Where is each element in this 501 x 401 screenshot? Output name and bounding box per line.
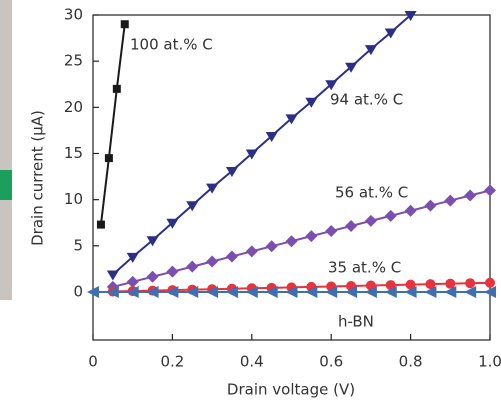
series-label: 100 at.% C (130, 36, 213, 54)
marker (384, 285, 397, 298)
marker (146, 236, 159, 247)
marker (305, 97, 318, 108)
marker (126, 275, 139, 288)
y-axis-label: Drain current (μA) (29, 110, 47, 246)
marker (166, 285, 179, 298)
plot-frame (92, 14, 491, 341)
marker (96, 220, 105, 229)
marker (364, 214, 377, 227)
marker (112, 84, 121, 93)
series-label: 35 at.% C (328, 259, 401, 277)
marker (364, 285, 377, 298)
cropped-edge (0, 0, 12, 300)
marker (146, 270, 159, 283)
marker (345, 62, 358, 73)
series-line (112, 14, 412, 276)
marker (166, 265, 179, 278)
marker (126, 252, 139, 263)
x-tick-label: 0.2 (160, 353, 184, 371)
marker (424, 285, 437, 298)
marker (285, 114, 298, 125)
marker (186, 285, 199, 298)
y-tick-label: 5 (73, 236, 83, 254)
x-tick-label: 0 (88, 353, 98, 371)
marker (484, 184, 496, 197)
marker (104, 154, 113, 163)
marker (464, 189, 477, 202)
marker (225, 167, 238, 178)
series-label: 56 at.% C (335, 184, 408, 202)
marker (444, 194, 457, 207)
marker (126, 285, 139, 298)
marker (404, 11, 417, 21)
marker (465, 278, 476, 289)
marker (345, 285, 358, 298)
marker (186, 260, 199, 273)
marker (166, 218, 179, 229)
marker (484, 285, 496, 298)
marker (206, 285, 219, 298)
y-tick-label: 0 (73, 282, 83, 300)
x-tick-label: 0.8 (399, 353, 423, 371)
marker (285, 235, 298, 248)
y-tick-label: 10 (64, 190, 83, 208)
marker (225, 250, 238, 263)
y-tick-label: 20 (64, 98, 83, 116)
marker (425, 279, 436, 290)
marker (120, 20, 129, 29)
series-line (99, 24, 126, 225)
series-label: 94 at.% C (330, 91, 403, 109)
marker (245, 285, 258, 298)
marker (245, 149, 258, 160)
marker (424, 199, 437, 212)
marker (364, 45, 377, 56)
marker (384, 209, 397, 222)
marker (106, 270, 119, 281)
marker (444, 285, 457, 298)
series-label: h-BN (338, 313, 374, 331)
marker (285, 285, 298, 298)
marker (206, 255, 219, 268)
y-tick-label: 15 (64, 144, 83, 162)
y-tick-label: 25 (64, 52, 83, 70)
marker (265, 285, 278, 298)
marker (325, 285, 338, 298)
x-tick-label: 0.6 (319, 353, 343, 371)
marker (445, 278, 456, 289)
marker (106, 285, 119, 298)
marker (345, 219, 358, 232)
marker (206, 183, 219, 194)
marker (245, 245, 258, 258)
marker (186, 201, 199, 212)
marker (464, 285, 477, 298)
marker (385, 280, 396, 291)
marker (265, 131, 278, 142)
x-tick-label: 0.4 (240, 353, 264, 371)
marker (146, 285, 159, 298)
marker (404, 204, 417, 217)
x-axis-label: Drain voltage (V) (227, 381, 355, 399)
marker (305, 285, 318, 298)
x-tick-label: 1.0 (478, 353, 501, 371)
marker (265, 240, 278, 253)
cropped-edge (0, 170, 12, 200)
marker (305, 230, 318, 243)
marker (405, 279, 416, 290)
y-tick-label: 30 (64, 6, 83, 24)
marker (384, 28, 397, 39)
marker (87, 285, 99, 298)
marker (225, 285, 238, 298)
marker (325, 80, 338, 91)
marker (485, 277, 495, 288)
marker (325, 225, 338, 238)
marker (404, 285, 417, 298)
